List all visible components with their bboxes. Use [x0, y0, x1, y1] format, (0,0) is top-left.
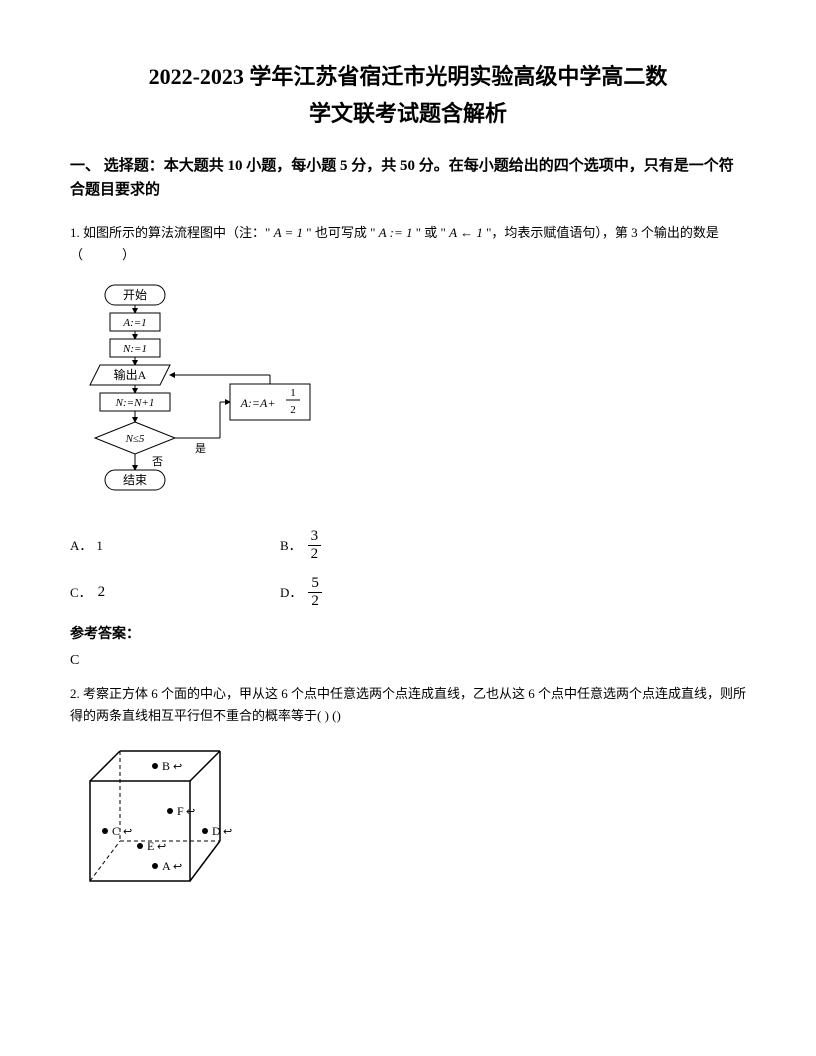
fc-inc-n: N:=N+1 — [115, 397, 155, 409]
title-line1: 2022-2023 学年江苏省宿迁市光明实验高级中学高二数 — [70, 60, 746, 93]
q1-expr1: A = 1 — [274, 225, 303, 240]
q1-answer: C — [70, 653, 746, 669]
cube-d: D — [212, 824, 221, 838]
title-line2: 学文联考试题含解析 — [70, 97, 746, 130]
cube-c: C — [112, 824, 120, 838]
q1-answer-label: 参考答案： — [70, 623, 746, 643]
q1-text-p3: " 或 " — [416, 225, 446, 240]
choice-d-num: 5 — [308, 576, 322, 593]
choice-a: A． 1 — [70, 536, 280, 556]
fc-start: 开始 — [123, 288, 147, 302]
cube-a: A — [162, 859, 171, 873]
choice-d-label: D． — [280, 583, 302, 603]
fc-assign-n: N:=1 — [122, 343, 147, 355]
q1-text-p1: 1. 如图所示的算法流程图中（注：" — [70, 225, 270, 240]
fc-end: 结束 — [123, 473, 147, 487]
q2-text: 2. 考察正方体 6 个面的中心，甲从这 6 个点中任意选两个点连成直线，乙也从… — [70, 683, 746, 727]
fc-assign-a: A:=1 — [122, 317, 146, 329]
section-header: 一、 选择题：本大题共 10 小题，每小题 5 分，共 50 分。在每小题给出的… — [70, 154, 746, 202]
choice-a-val: 1 — [96, 536, 103, 556]
q1-expr2: A := 1 — [379, 225, 413, 240]
choice-d-frac: 5 2 — [308, 576, 322, 609]
fc-inc-a-left: A:=A+ — [240, 396, 276, 410]
svg-text:↩: ↩ — [173, 761, 182, 773]
q1-text: 1. 如图所示的算法流程图中（注：" A = 1 " 也可写成 " A := 1… — [70, 222, 746, 266]
choice-b: B． 3 2 — [280, 529, 490, 562]
q2-cube: B ↩ C ↩ D ↩ F ↩ E ↩ A ↩ — [70, 741, 746, 896]
choice-c: C． 2 — [70, 581, 280, 604]
cube-e: E — [147, 839, 154, 853]
fc-inc-a-den: 2 — [290, 404, 296, 416]
choice-a-label: A． — [70, 536, 92, 556]
svg-text:↩: ↩ — [123, 826, 132, 838]
choice-c-label: C． — [70, 583, 92, 603]
choice-b-num: 3 — [308, 529, 322, 546]
svg-text:↩: ↩ — [157, 841, 166, 853]
svg-text:↩: ↩ — [223, 826, 232, 838]
fc-no: 否 — [152, 456, 163, 468]
fc-output: 输出A — [114, 367, 147, 382]
fc-yes: 是 — [195, 442, 206, 455]
choice-b-frac: 3 2 — [308, 529, 322, 562]
q1-expr3: A ← 1 — [449, 225, 483, 240]
svg-text:↩: ↩ — [173, 861, 182, 873]
choice-b-label: B． — [280, 536, 302, 556]
cube-b: B — [162, 759, 170, 773]
cube-f: F — [177, 804, 184, 818]
choice-d: D． 5 2 — [280, 576, 490, 609]
choice-b-den: 2 — [311, 546, 319, 562]
choice-d-den: 2 — [311, 593, 319, 609]
svg-text:↩: ↩ — [186, 806, 195, 818]
fc-cond: N≤5 — [125, 433, 145, 445]
q1-flowchart: 开始 A:=1 N:=1 输出A N:=N+1 N≤5 否 结束 是 A:=A+ — [70, 280, 746, 515]
choice-c-val: 2 — [98, 581, 106, 604]
fc-inc-a-num: 1 — [290, 387, 296, 399]
q1-text-p2: " 也可写成 " — [306, 225, 375, 240]
q1-choices: A． 1 B． 3 2 C． 2 D． 5 2 — [70, 529, 746, 609]
